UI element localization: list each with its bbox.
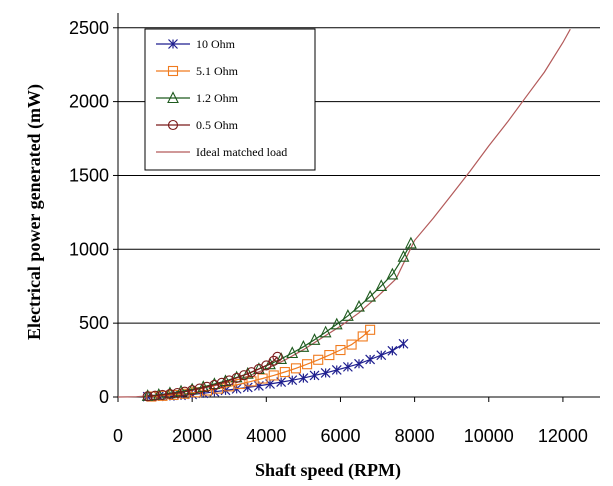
data-point-5-1-ohm bbox=[268, 370, 279, 381]
legend-label: 5.1 Ohm bbox=[196, 64, 239, 78]
data-point-10-ohm bbox=[387, 345, 398, 356]
legend-item-5-1-ohm: 5.1 Ohm bbox=[156, 64, 239, 78]
series-line-0-5-ohm bbox=[147, 356, 278, 397]
data-point-10-ohm bbox=[398, 338, 409, 349]
data-point-1-2-ohm bbox=[375, 279, 388, 291]
y-tick-label: 1000 bbox=[69, 239, 109, 259]
data-point-5-1-ohm bbox=[279, 366, 290, 378]
data-point-1-2-ohm bbox=[308, 333, 321, 345]
y-tick-label: 2000 bbox=[69, 92, 109, 112]
data-point-5-1-ohm bbox=[257, 373, 268, 384]
tick-labels: 0 500 1000 1500 2000 2500 0 2000 4000 6000 8000 100… bbox=[69, 18, 588, 446]
data-point-1-2-ohm bbox=[330, 317, 343, 330]
data-point-1-2-ohm bbox=[405, 236, 417, 249]
legend-marker bbox=[167, 65, 179, 77]
data-point-10-ohm bbox=[287, 375, 298, 386]
legend-label: 1.2 Ohm bbox=[196, 91, 239, 105]
data-point-0-5-ohm bbox=[201, 381, 213, 392]
series-line-1-2-ohm bbox=[147, 243, 412, 397]
x-tick-label: 4000 bbox=[246, 426, 286, 446]
data-point-10-ohm bbox=[354, 358, 364, 369]
x-tick-label: 10000 bbox=[464, 426, 514, 446]
data-point-1-2-ohm bbox=[341, 309, 354, 321]
data-point-0-5-ohm bbox=[172, 387, 183, 399]
y-tick-label: 1500 bbox=[69, 165, 109, 185]
data-point-10-ohm bbox=[365, 354, 376, 365]
data-point-10-ohm bbox=[331, 365, 342, 375]
data-point-1-2-ohm bbox=[364, 289, 377, 302]
x-tick-label: 6000 bbox=[320, 426, 360, 446]
data-point-1-2-ohm bbox=[386, 267, 399, 280]
data-point-5-1-ohm bbox=[302, 359, 313, 370]
data-point-10-ohm bbox=[320, 368, 331, 378]
series bbox=[117, 28, 571, 402]
data-point-0-5-ohm bbox=[231, 372, 242, 383]
data-point-5-1-ohm bbox=[346, 339, 357, 350]
legend-item-0-5-ohm: 0.5 Ohm bbox=[156, 118, 239, 132]
data-point-5-1-ohm bbox=[335, 344, 346, 356]
data-point-1-2-ohm bbox=[297, 340, 310, 352]
data-point-0-5-ohm bbox=[179, 386, 190, 397]
data-point-10-ohm bbox=[298, 373, 309, 384]
data-point-0-5-ohm bbox=[142, 391, 153, 402]
data-point-0-5-ohm bbox=[209, 379, 220, 390]
legend: 10 Ohm 5.1 Ohm 1.2 Ohm 0.5 Ohm Ideal matched… bbox=[144, 28, 316, 171]
y-tick-label: 500 bbox=[79, 313, 109, 333]
data-point-1-2-ohm bbox=[319, 325, 332, 338]
data-point-0-5-ohm bbox=[164, 388, 175, 400]
data-point-0-5-ohm bbox=[194, 383, 205, 394]
legend-label: Ideal matched load bbox=[196, 145, 287, 159]
y-tick-label: 0 bbox=[99, 387, 109, 407]
legend-item-1-2-ohm: 1.2 Ohm bbox=[156, 91, 239, 105]
legend-label: 10 Ohm bbox=[196, 37, 236, 51]
data-point-10-ohm bbox=[309, 370, 320, 381]
data-point-0-5-ohm bbox=[157, 389, 168, 400]
data-point-5-1-ohm bbox=[290, 363, 302, 374]
x-tick-label: 0 bbox=[113, 426, 123, 446]
data-point-0-5-ohm bbox=[272, 351, 283, 362]
legend-marker bbox=[168, 39, 178, 49]
data-point-0-5-ohm bbox=[216, 377, 227, 388]
data-point-5-1-ohm bbox=[313, 354, 324, 365]
legend-item-10-ohm: 10 Ohm bbox=[156, 37, 236, 51]
data-point-1-2-ohm bbox=[152, 388, 165, 400]
series-line-5-1-ohm bbox=[151, 329, 371, 398]
legend-box bbox=[144, 28, 316, 171]
y-axis-title: Electrical power generated (mW) bbox=[24, 84, 45, 340]
x-tick-label: 12000 bbox=[538, 426, 588, 446]
series-1-2-ohm bbox=[141, 236, 417, 401]
legend-item-ideal-matched-load: Ideal matched load bbox=[156, 145, 287, 159]
data-point-5-1-ohm bbox=[357, 331, 368, 342]
data-point-0-5-ohm bbox=[224, 375, 235, 386]
data-point-5-1-ohm bbox=[365, 324, 376, 335]
y-tick-label: 2500 bbox=[69, 18, 109, 38]
series-0-5-ohm bbox=[142, 351, 283, 402]
x-tick-label: 8000 bbox=[395, 426, 435, 446]
legend-marker bbox=[167, 91, 179, 104]
data-point-1-2-ohm bbox=[286, 346, 299, 359]
x-axis-title: Shaft speed (RPM) bbox=[255, 460, 401, 481]
x-tick-label: 2000 bbox=[172, 426, 212, 446]
data-point-10-ohm bbox=[342, 361, 353, 372]
data-point-10-ohm bbox=[376, 350, 387, 361]
data-point-1-2-ohm bbox=[397, 249, 410, 262]
data-point-0-5-ohm bbox=[187, 385, 198, 396]
data-point-5-1-ohm bbox=[146, 391, 157, 402]
data-point-1-2-ohm bbox=[353, 299, 365, 312]
data-point-5-1-ohm bbox=[324, 350, 335, 361]
data-point-0-5-ohm bbox=[261, 360, 272, 371]
data-point-0-5-ohm bbox=[150, 390, 161, 401]
legend-label: 0.5 Ohm bbox=[196, 118, 239, 132]
legend-marker bbox=[167, 119, 179, 131]
data-point-1-2-ohm bbox=[275, 352, 288, 364]
data-point-0-5-ohm bbox=[239, 370, 250, 381]
